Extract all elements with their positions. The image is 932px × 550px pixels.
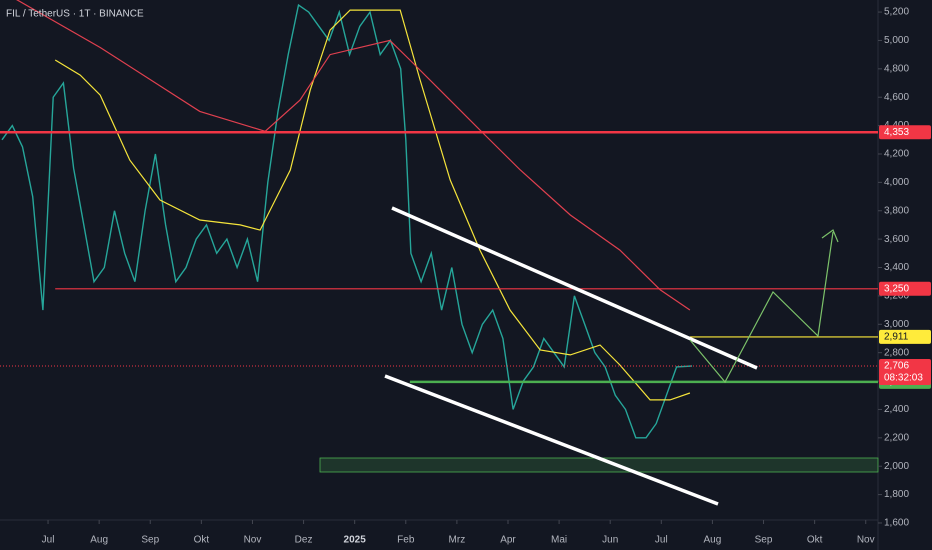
channel-lower bbox=[384, 374, 719, 506]
x-tick-label: Mai bbox=[551, 535, 567, 546]
y-tick-label: 3,000 bbox=[884, 319, 909, 330]
series-line bbox=[16, 0, 691, 311]
x-tick-label: 2025 bbox=[344, 535, 367, 546]
y-tick-label: 2,800 bbox=[884, 347, 909, 358]
y-tick-label: 4,600 bbox=[884, 92, 909, 103]
price-level-label: 2,911 bbox=[884, 332, 909, 343]
last-price-label: 2,706 bbox=[884, 361, 909, 372]
y-tick-label: 2,200 bbox=[884, 432, 909, 443]
channel-upper bbox=[391, 206, 758, 370]
x-tick-label: Okt bbox=[194, 535, 210, 546]
y-tick-label: 1,600 bbox=[884, 518, 909, 529]
y-tick-label: 4,200 bbox=[884, 149, 909, 160]
y-tick-label: 3,800 bbox=[884, 205, 909, 216]
y-tick-label: 2,000 bbox=[884, 461, 909, 472]
x-tick-label: Jul bbox=[42, 535, 55, 546]
y-tick-label: 4,800 bbox=[884, 63, 909, 74]
y-tick-label: 1,800 bbox=[884, 489, 909, 500]
x-tick-label: Sep bbox=[141, 535, 159, 546]
x-tick-label: Feb bbox=[397, 535, 415, 546]
x-tick-label: Jun bbox=[602, 535, 618, 546]
x-tick-label: Apr bbox=[500, 535, 516, 546]
price-level-badge bbox=[879, 125, 931, 140]
countdown-label: 08:32:03 bbox=[884, 373, 923, 384]
last-price-badge bbox=[879, 359, 931, 386]
series-line bbox=[54, 9, 691, 401]
y-tick-label: 5,200 bbox=[884, 7, 909, 18]
price-level-badge bbox=[879, 329, 931, 344]
chart-title: FIL / TetherUS · 1T · BINANCE bbox=[6, 9, 144, 20]
y-tick-label: 5,000 bbox=[884, 35, 909, 46]
x-tick-label: Aug bbox=[90, 535, 108, 546]
y-tick-label: 2,400 bbox=[884, 404, 909, 415]
price-level-badge bbox=[879, 281, 931, 296]
x-tick-label: Jul bbox=[655, 535, 668, 546]
price-level-label: 4,353 bbox=[884, 127, 909, 138]
series-line bbox=[1, 3, 693, 439]
y-tick-label: 3,600 bbox=[884, 234, 909, 245]
x-tick-label: Aug bbox=[704, 535, 722, 546]
projection-arrowhead bbox=[821, 229, 839, 243]
price-level-label: 3,250 bbox=[884, 283, 909, 294]
y-tick-label: 3,400 bbox=[884, 262, 909, 273]
x-tick-label: Nov bbox=[244, 535, 262, 546]
x-tick-label: Nov bbox=[857, 535, 875, 546]
x-tick-label: Sep bbox=[755, 535, 773, 546]
plot-area bbox=[0, 0, 878, 439]
y-tick-label: 4,000 bbox=[884, 177, 909, 188]
x-tick-label: Dez bbox=[295, 535, 313, 546]
projection-path bbox=[689, 231, 834, 384]
x-tick-label: Mrz bbox=[449, 535, 466, 546]
x-tick-label: Okt bbox=[807, 535, 823, 546]
y-tick-label: 3,200 bbox=[884, 291, 909, 302]
